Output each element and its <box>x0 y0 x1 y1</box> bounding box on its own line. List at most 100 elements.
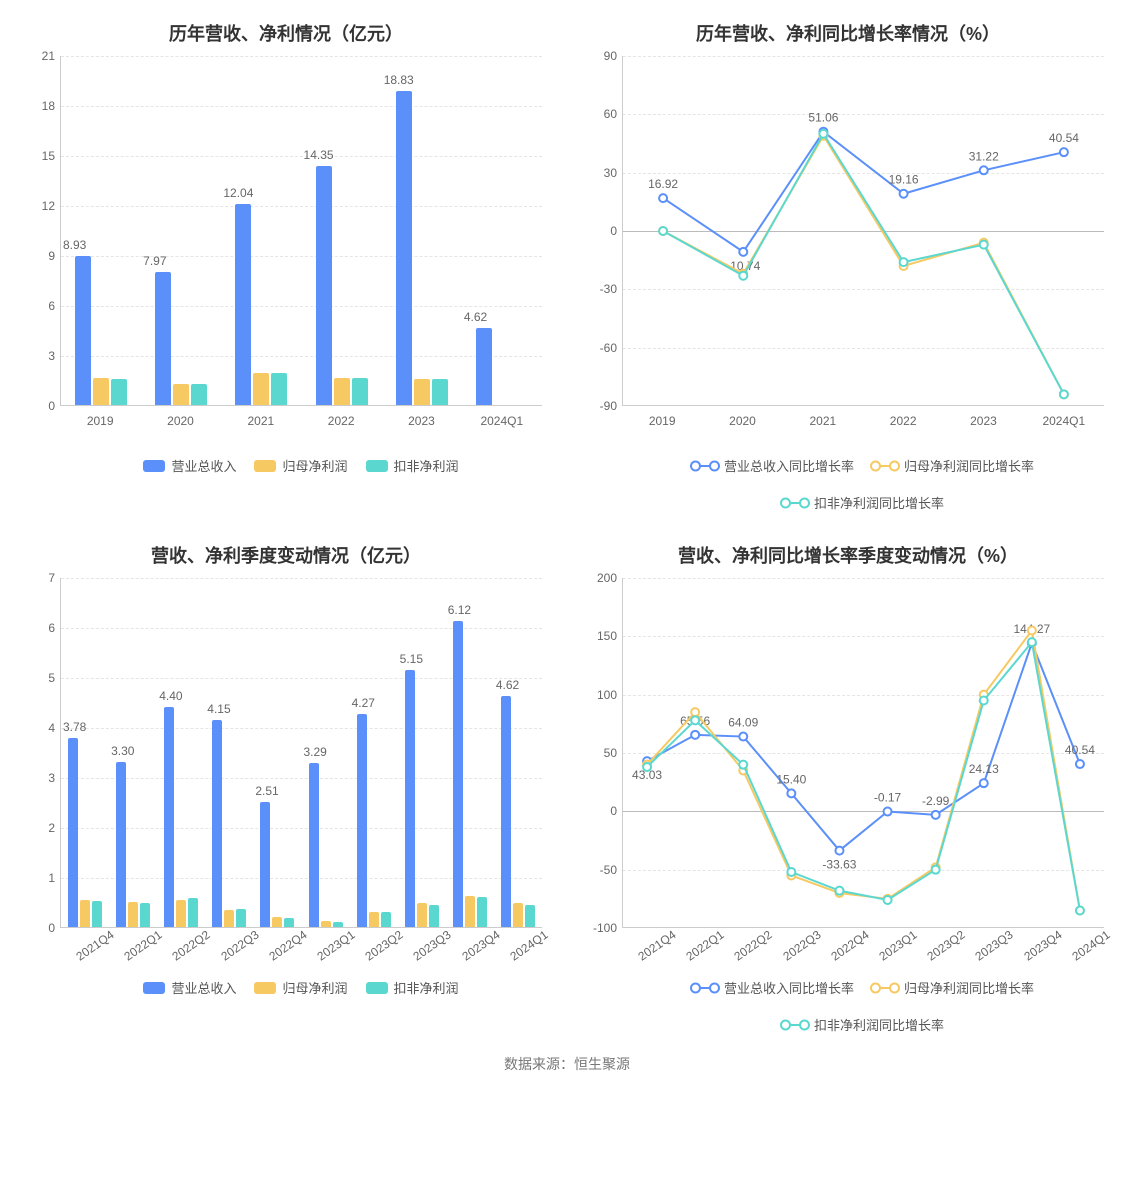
bar-value-label: 6.12 <box>448 603 471 617</box>
legend-swatch <box>366 460 388 472</box>
legend-label: 扣非净利润 <box>394 978 459 997</box>
panel-annual-growth: 历年营收、净利同比增长率情况（%） -90-60-30030609016.92-… <box>582 20 1114 512</box>
line-value-label: 16.92 <box>648 177 678 191</box>
line-value-label: 64.09 <box>728 716 758 730</box>
chart3-title: 营收、净利季度变动情况（亿元） <box>20 542 552 568</box>
bar <box>128 902 138 927</box>
legend-line-icon <box>872 987 898 989</box>
bar <box>93 378 109 405</box>
chart4-xaxis: 2021Q42022Q12022Q22022Q32022Q42023Q12023… <box>622 930 1104 970</box>
legend-item: 营业总收入同比增长率 <box>692 456 854 475</box>
xtick-label: 2020 <box>140 408 220 448</box>
ytick-label: 90 <box>604 49 617 63</box>
bar-value-label: 3.30 <box>111 744 134 758</box>
legend-label: 营业总收入同比增长率 <box>724 978 854 997</box>
ytick-label: 2 <box>48 821 55 835</box>
bar <box>396 91 412 405</box>
bar <box>111 379 127 405</box>
legend-label: 扣非净利润同比增长率 <box>814 493 944 512</box>
bar <box>465 896 475 928</box>
chart2-legend: 营业总收入同比增长率归母净利润同比增长率扣非净利润同比增长率 <box>582 456 1114 512</box>
bar <box>405 670 415 928</box>
legend-swatch <box>366 982 388 994</box>
line-value-label: 24.13 <box>969 762 999 776</box>
bar-value-label: 3.78 <box>63 720 86 734</box>
legend-swatch <box>254 460 276 472</box>
legend-item: 归母净利润 <box>254 978 347 997</box>
chart3-area: 012345673.783.304.404.152.513.294.275.15… <box>60 578 542 928</box>
bar <box>513 903 523 927</box>
ytick-label: 1 <box>48 871 55 885</box>
xtick-label: 2020 <box>702 408 782 448</box>
ytick-label: -60 <box>600 341 617 355</box>
bar <box>176 900 186 928</box>
line-value-label: 31.22 <box>969 149 999 163</box>
xtick-label: 2022 <box>863 408 943 448</box>
bar <box>309 763 319 928</box>
ytick-label: 3 <box>48 349 55 363</box>
legend-label: 归母净利润同比增长率 <box>904 978 1034 997</box>
ytick-label: 21 <box>42 49 55 63</box>
legend-line-icon <box>782 1024 808 1026</box>
line-value-label: 40.54 <box>1065 743 1095 757</box>
ytick-label: 5 <box>48 671 55 685</box>
bar <box>164 707 174 927</box>
chart4-area: -100-5005010015020043.0365.5664.0915.40-… <box>622 578 1104 928</box>
bar-value-label: 8.93 <box>63 238 86 252</box>
bar <box>417 903 427 927</box>
bar <box>253 373 269 406</box>
bar <box>334 378 350 406</box>
bar <box>116 762 126 927</box>
ytick-label: -100 <box>593 921 617 935</box>
legend-label: 归母净利润 <box>282 456 347 475</box>
bar <box>453 621 463 927</box>
bar <box>235 204 251 405</box>
ytick-label: 150 <box>597 629 617 643</box>
ytick-label: 4 <box>48 721 55 735</box>
legend-item: 扣非净利润 <box>366 456 459 475</box>
xtick-label: 2021 <box>783 408 863 448</box>
legend-label: 扣非净利润 <box>394 456 459 475</box>
panel-quarterly-revenue: 营收、净利季度变动情况（亿元） 012345673.783.304.404.15… <box>20 542 552 1034</box>
line-value-label: 19.16 <box>889 173 919 187</box>
ytick-label: 7 <box>48 571 55 585</box>
chart4-title: 营收、净利同比增长率季度变动情况（%） <box>582 542 1114 568</box>
chart2-xaxis: 201920202021202220232024Q1 <box>622 408 1104 448</box>
legend-item: 归母净利润同比增长率 <box>872 978 1034 997</box>
xtick-label: 2021 <box>221 408 301 448</box>
bar <box>191 384 207 405</box>
line-value-label: 51.06 <box>808 111 838 125</box>
line-chart-svg: 16.92-10.7451.0619.1631.2240.54 <box>623 56 1104 405</box>
bar <box>432 379 448 405</box>
bar <box>316 166 332 405</box>
ytick-label: 200 <box>597 571 617 585</box>
bar <box>68 738 78 927</box>
legend-label: 归母净利润 <box>282 978 347 997</box>
legend-line-icon <box>872 465 898 467</box>
ytick-label: 3 <box>48 771 55 785</box>
legend-label: 扣非净利润同比增长率 <box>814 1015 944 1034</box>
ytick-label: -50 <box>600 863 617 877</box>
ytick-label: 50 <box>604 746 617 760</box>
panel-annual-revenue: 历年营收、净利情况（亿元） 0369121518218.937.9712.041… <box>20 20 552 512</box>
bar <box>369 912 379 927</box>
xtick-label: 2024Q1 <box>1024 408 1104 448</box>
legend-item: 营业总收入 <box>143 456 236 475</box>
chart2-title: 历年营收、净利同比增长率情况（%） <box>582 20 1114 46</box>
bar <box>272 917 282 927</box>
legend-item: 营业总收入 <box>143 978 236 997</box>
chart2-area: -90-60-30030609016.92-10.7451.0619.1631.… <box>622 56 1104 406</box>
bar <box>357 714 367 928</box>
line-value-label: -0.17 <box>874 791 902 805</box>
bar <box>414 379 430 405</box>
bar-value-label: 4.27 <box>352 696 375 710</box>
ytick-label: -90 <box>600 399 617 413</box>
legend-item: 扣非净利润 <box>366 978 459 997</box>
xtick-label: 2023 <box>943 408 1023 448</box>
bar <box>173 384 189 405</box>
legend-item: 归母净利润同比增长率 <box>872 456 1034 475</box>
bar-value-label: 3.29 <box>303 745 326 759</box>
bar <box>75 256 91 405</box>
ytick-label: 9 <box>48 249 55 263</box>
bar <box>212 720 222 928</box>
